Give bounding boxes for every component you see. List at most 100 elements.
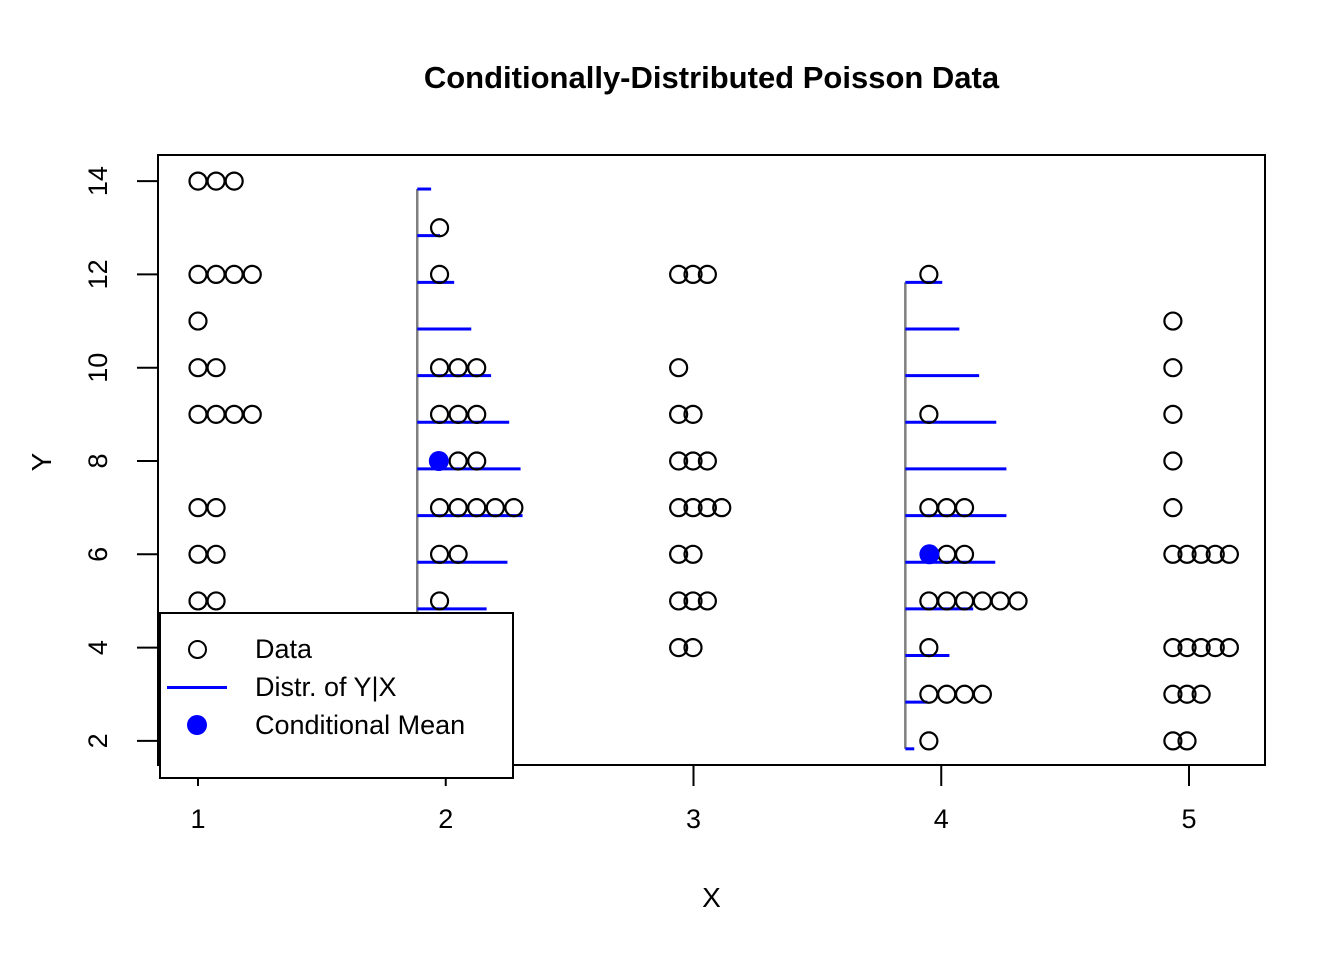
data-point — [1191, 544, 1211, 564]
y-axis-tick-label: 4 — [83, 640, 113, 655]
data-point — [429, 544, 450, 564]
x-axis-label: X — [702, 882, 721, 913]
legend-item-distribution: Distr. of Y|X — [161, 668, 512, 706]
data-point — [1163, 451, 1183, 471]
data-point — [954, 544, 975, 564]
data-point — [1163, 731, 1183, 751]
data-point — [669, 264, 689, 284]
data-point — [429, 591, 450, 611]
data-point — [669, 358, 689, 378]
y-axis-tick-label: 8 — [83, 453, 113, 468]
data-point — [188, 591, 208, 611]
data-point — [1163, 358, 1183, 378]
data-point — [919, 591, 939, 611]
data-point — [224, 264, 244, 284]
y-axis-tick-label: 10 — [83, 353, 113, 383]
data-point — [206, 544, 226, 564]
data-point — [206, 404, 226, 424]
data-point — [448, 544, 468, 564]
data-point — [1008, 591, 1028, 611]
data-point — [937, 544, 957, 564]
chart-title: Conditionally-Distributed Poisson Data — [423, 60, 1000, 95]
data-point — [712, 498, 732, 518]
data-point — [683, 544, 703, 564]
data-point — [697, 498, 717, 518]
legend-line-icon — [167, 685, 227, 689]
data-point — [429, 218, 450, 238]
data-point — [669, 404, 689, 424]
data-point — [429, 404, 450, 424]
data-point — [937, 591, 957, 611]
legend-item-data: Data — [161, 630, 512, 668]
data-point — [188, 358, 208, 378]
data-point — [188, 498, 208, 518]
data-point — [990, 591, 1010, 611]
x-axis-tick-label: 4 — [934, 804, 949, 834]
legend-item-label: Conditional Mean — [255, 709, 466, 740]
y-axis-tick-label: 12 — [83, 259, 113, 289]
data-point — [1191, 684, 1211, 704]
data-point — [1191, 637, 1211, 658]
data-point — [683, 404, 703, 424]
x-axis-tick-label: 3 — [686, 804, 701, 834]
data-point — [919, 637, 939, 658]
data-point — [937, 498, 957, 518]
data-point — [224, 404, 244, 424]
data-point — [1177, 544, 1197, 564]
data-point — [683, 264, 703, 284]
data-point — [448, 404, 468, 424]
data-point — [1177, 684, 1197, 704]
data-point — [206, 591, 226, 611]
legend-item-conditional-mean: Conditional Mean — [161, 706, 512, 744]
data-point — [1163, 311, 1183, 331]
data-point — [1219, 637, 1239, 658]
x-axis-tick-label: 2 — [438, 804, 453, 834]
data-point — [1219, 544, 1239, 564]
x-axis-tick-label: 5 — [1181, 804, 1196, 834]
data-point — [1163, 684, 1183, 704]
data-point — [467, 451, 487, 471]
data-point — [242, 404, 262, 424]
data-point — [683, 637, 703, 658]
data-point — [188, 264, 208, 284]
data-point — [1163, 637, 1183, 658]
data-point — [972, 684, 992, 704]
data-point — [937, 684, 957, 704]
data-point — [1163, 544, 1183, 564]
data-point — [954, 591, 975, 611]
data-point — [669, 498, 689, 518]
data-point — [683, 591, 703, 611]
data-point — [448, 451, 468, 471]
data-point — [188, 544, 208, 564]
data-point — [919, 264, 939, 284]
conditional-mean-point — [919, 544, 940, 565]
y-axis-tick-label: 14 — [83, 166, 113, 196]
data-point — [683, 498, 703, 518]
data-point — [919, 684, 939, 704]
data-point — [919, 404, 939, 424]
data-point — [467, 404, 487, 424]
data-point — [1163, 498, 1183, 518]
data-point — [683, 451, 703, 471]
data-point — [224, 171, 244, 191]
data-point — [242, 264, 262, 284]
legend: Data Distr. of Y|X Conditional Mean — [159, 612, 514, 779]
data-point — [954, 498, 975, 518]
data-point — [669, 637, 689, 658]
data-point — [429, 264, 450, 284]
data-point — [1205, 637, 1225, 658]
data-point — [669, 591, 689, 611]
data-point — [1205, 544, 1225, 564]
data-point — [188, 311, 208, 331]
data-point — [972, 591, 992, 611]
data-point — [697, 591, 717, 611]
y-axis-tick-label: 2 — [83, 733, 113, 748]
data-point — [206, 358, 226, 378]
data-point — [485, 498, 505, 518]
data-point — [448, 358, 468, 378]
data-point — [429, 498, 450, 518]
data-point — [669, 451, 689, 471]
data-point — [429, 358, 450, 378]
